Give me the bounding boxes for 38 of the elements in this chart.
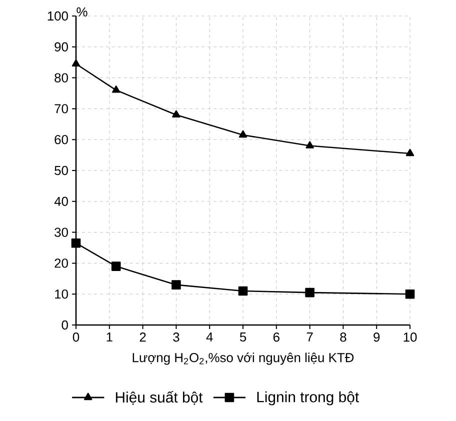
- y-tick-label: 100: [48, 11, 68, 21]
- point: [405, 289, 415, 299]
- x-tick-label: 5: [240, 332, 246, 342]
- x-tick-label: 4: [206, 332, 213, 342]
- y-tick-label: 40: [54, 196, 68, 206]
- x-tick-label: 6: [273, 332, 280, 342]
- point: [111, 262, 121, 271]
- y-tick-label: 80: [54, 73, 68, 82]
- y-axis-title: %: [76, 7, 88, 16]
- x-tick-label: 0: [72, 332, 80, 342]
- legend-label: Lignin trong bột: [257, 391, 359, 406]
- point: [406, 148, 414, 156]
- y-tick-label: 70: [54, 104, 68, 114]
- point: [72, 59, 80, 67]
- point: [172, 280, 181, 290]
- y-tick-label: 0: [62, 320, 68, 330]
- y-tick-label: 20: [54, 258, 68, 268]
- point: [172, 110, 180, 118]
- y-tick-label: 50: [54, 166, 68, 176]
- x-tick-label: 1: [106, 332, 112, 342]
- x-tick-label: 3: [173, 332, 180, 342]
- y-tick-label: 10: [55, 290, 68, 299]
- point: [306, 141, 314, 148]
- point: [305, 288, 314, 298]
- x-tick-label: 9: [374, 332, 380, 342]
- x-tick-label: 2: [140, 332, 146, 342]
- y-tick-label: 60: [54, 135, 68, 144]
- y-tick-label: 30: [54, 228, 68, 237]
- x-tick-label: 7: [306, 332, 313, 342]
- x-tick-label: 8: [340, 332, 346, 342]
- point: [112, 86, 120, 93]
- point: [238, 286, 248, 296]
- point: [238, 130, 248, 138]
- x-tick-label: 10: [404, 332, 417, 342]
- point: [71, 238, 81, 248]
- legend-label: Hiệu suất bột: [116, 390, 203, 405]
- y-tick-label: 90: [54, 42, 68, 52]
- x-axis-title: Lượng H$_{2}$O$_{2}$,%so với nguyên liệu KTĐ: [132, 352, 354, 365]
